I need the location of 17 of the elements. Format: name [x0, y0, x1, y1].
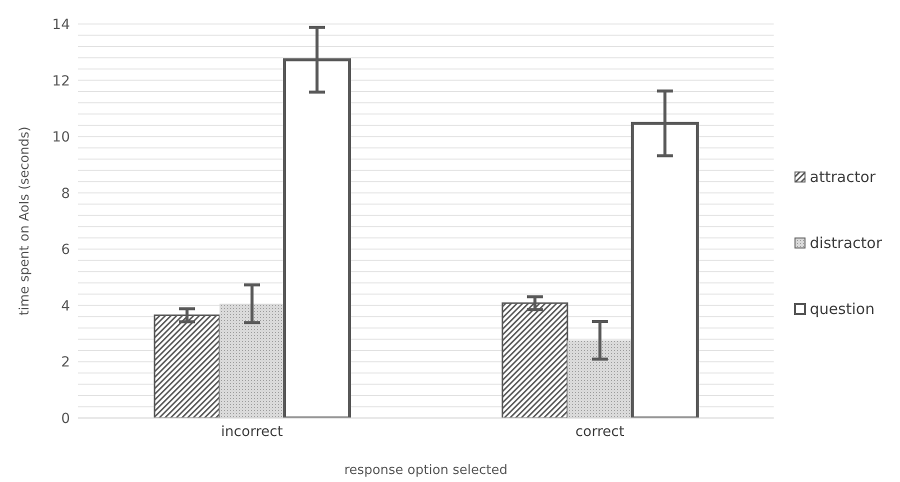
x-tick-label: correct: [575, 424, 625, 440]
x-tick-label: incorrect: [221, 424, 284, 440]
bar: [220, 304, 285, 418]
y-tick-label: 12: [52, 73, 70, 90]
y-tick-label: 8: [61, 186, 70, 202]
bar: [567, 340, 632, 418]
legend-label: attractor: [810, 168, 876, 186]
y-tick-label: 0: [61, 410, 70, 427]
y-tick-label: 10: [52, 130, 70, 146]
y-tick-label: 2: [61, 354, 70, 371]
y-axis-title: time spent on AoIs (seconds): [18, 126, 33, 316]
y-tick-label: 14: [52, 16, 70, 33]
y-tick-label: 6: [61, 242, 70, 258]
legend-label: question: [810, 300, 875, 318]
legend-label: distractor: [810, 234, 882, 252]
x-axis-title: response option selected: [344, 463, 508, 478]
y-tick-label: 4: [61, 298, 70, 314]
